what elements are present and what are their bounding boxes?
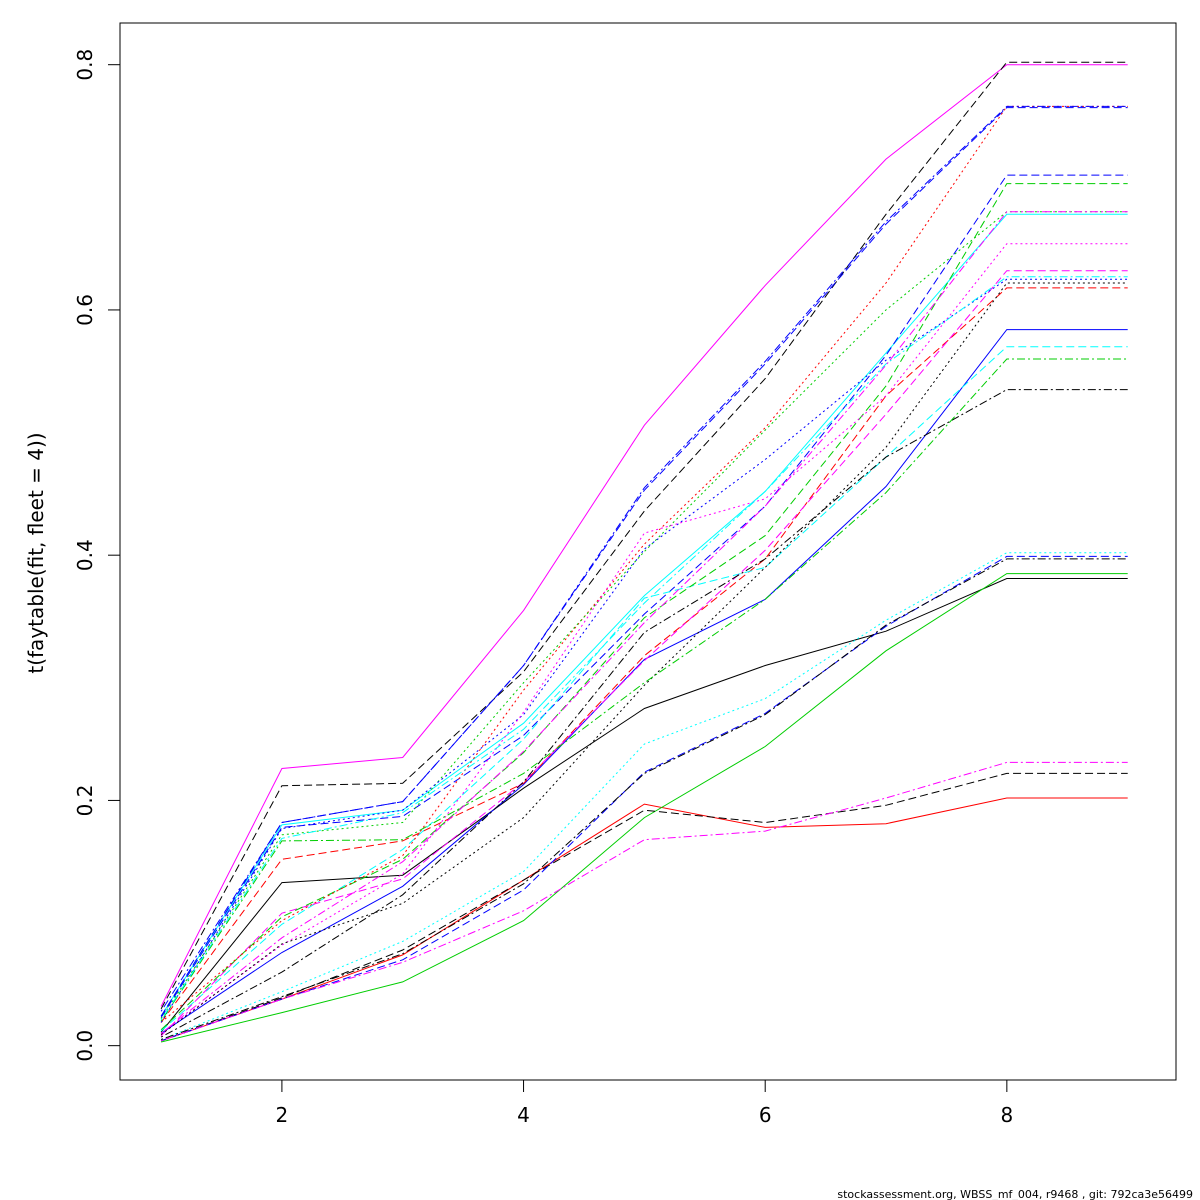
series-line-14	[160, 270, 1128, 1037]
series-line-11	[160, 174, 1128, 1018]
series-line-1	[160, 578, 1128, 1033]
y-axis: 0.0 0.2 0.4 0.6 0.8	[73, 49, 121, 1062]
series-line-28	[160, 211, 1128, 1034]
x-tick-label-4: 4	[517, 1103, 530, 1127]
series-line-3	[160, 573, 1128, 1043]
series-line-4	[160, 329, 1128, 1034]
x-tick-label-8: 8	[1000, 1103, 1013, 1127]
series-line-5	[160, 213, 1128, 1017]
series-line-6	[160, 64, 1128, 1007]
y-tick-label-2: 0.4	[73, 539, 97, 571]
series-line-21	[160, 282, 1128, 1035]
series-line-23	[160, 389, 1128, 1038]
series-line-15	[160, 183, 1128, 1031]
y-tick-label-0: 0.0	[73, 1030, 97, 1062]
y-tick-label-3: 0.6	[73, 294, 97, 326]
x-axis: 2 4 6 8	[276, 1079, 1013, 1127]
x-tick-label-2: 2	[276, 1103, 289, 1127]
series-line-24	[160, 358, 1128, 1022]
series-line-26	[160, 105, 1128, 1012]
series-line-22	[160, 761, 1128, 1042]
series-line-12	[160, 555, 1128, 1042]
series-line-17	[160, 211, 1128, 1019]
x-tick-label-6: 6	[759, 1103, 772, 1127]
y-tick-label-1: 0.2	[73, 785, 97, 817]
series-layer	[160, 61, 1128, 1043]
footer-text: stockassessment.org, WBSS_mf_004, r9468 …	[837, 1188, 1193, 1200]
series-line-25	[160, 276, 1128, 1021]
series-line-19	[160, 552, 1128, 1040]
series-line-27	[160, 558, 1128, 1040]
series-line-9	[160, 61, 1128, 1010]
y-axis-title: t(faytable(fit, fleet = 4))	[24, 432, 48, 673]
series-line-20	[160, 243, 1128, 1034]
series-line-8	[160, 287, 1128, 1023]
y-tick-label-4: 0.8	[73, 49, 97, 81]
series-line-13	[160, 346, 1128, 1032]
series-line-2	[160, 797, 1128, 1042]
